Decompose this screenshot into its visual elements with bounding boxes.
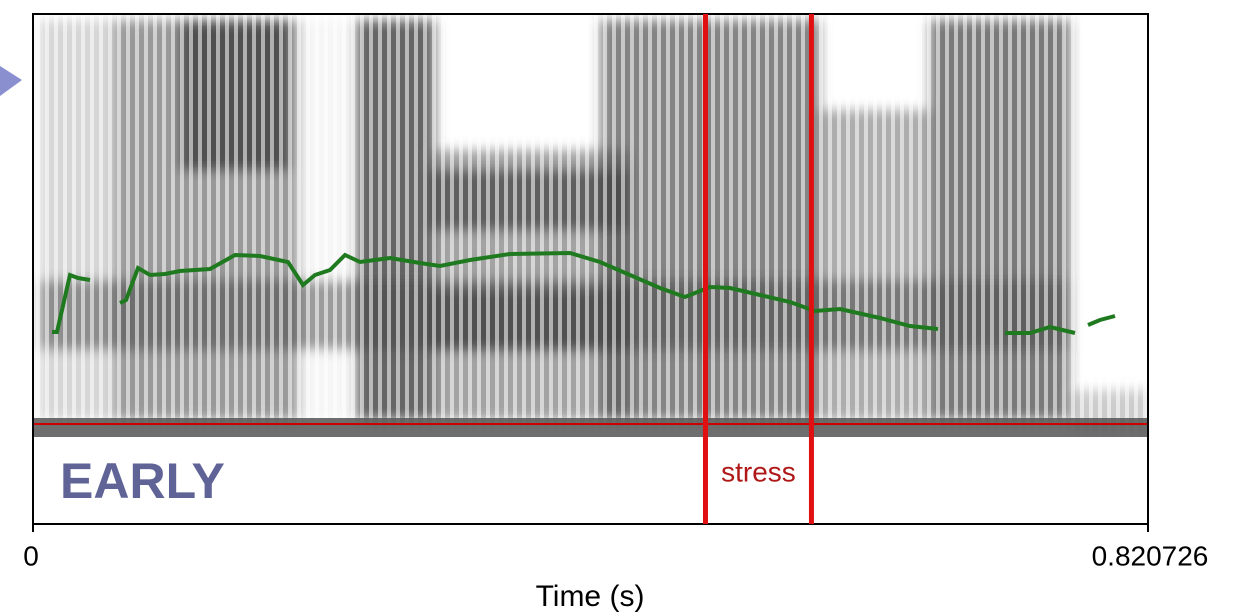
x-tick-label: 0 [23,540,39,571]
pitch-contour [52,250,1116,335]
plot-frame [32,13,1149,525]
pointer-arrow [0,66,22,96]
x-tick-label: 0.820726 [1092,540,1209,571]
word-label: EARLY [60,453,225,509]
interval-label: stress [721,456,796,487]
x-axis-label: Time (s) [536,580,645,613]
spectrogram [33,14,1148,437]
